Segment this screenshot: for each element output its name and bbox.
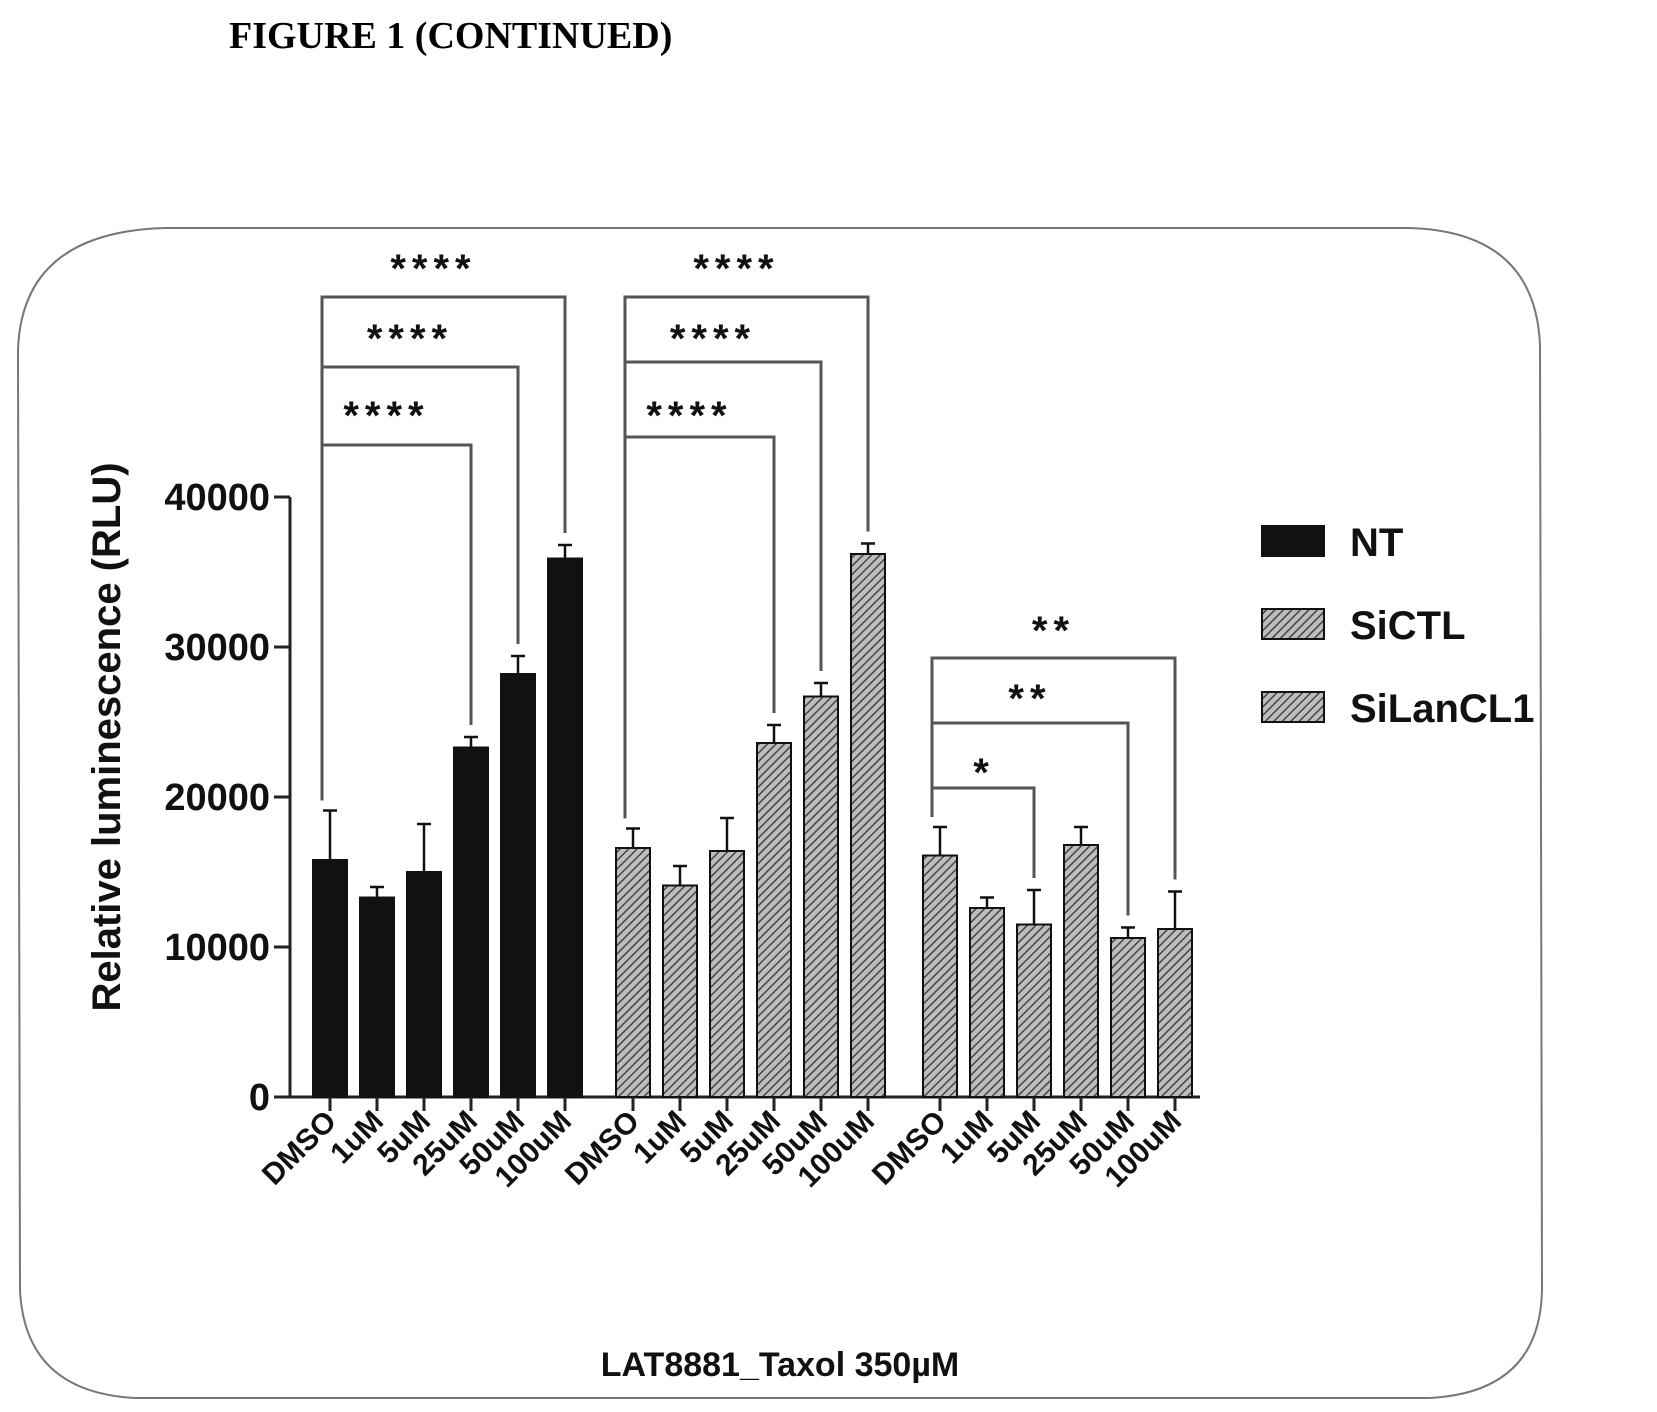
significance-label: **** — [390, 247, 476, 291]
bar — [662, 884, 698, 1098]
bar — [756, 742, 792, 1098]
significance-bracket — [930, 656, 1177, 880]
significance-label: **** — [646, 394, 732, 438]
bar — [803, 695, 839, 1098]
bar — [406, 871, 442, 1098]
figure-heading: FIGURE 1 (CONTINUED) — [229, 15, 673, 57]
bar — [1157, 928, 1193, 1098]
bar — [312, 859, 348, 1098]
bar — [969, 907, 1005, 1098]
significance-bracket — [623, 295, 870, 819]
legend-label: SiLanCL1 — [1350, 687, 1534, 731]
bar — [547, 557, 583, 1098]
bar — [922, 854, 958, 1098]
significance-bracket — [320, 295, 567, 801]
chart-frame — [16, 227, 1544, 1399]
y-tick-label: 30000 — [164, 627, 270, 669]
y-tick-label: 20000 — [164, 777, 270, 819]
bar — [615, 847, 651, 1098]
significance-bracket — [320, 443, 473, 801]
significance-label: * — [973, 751, 995, 795]
significance-label: ** — [1032, 609, 1075, 653]
bar — [453, 746, 489, 1098]
y-axis-label: Relative luminescence (RLU) — [85, 462, 129, 1011]
significance-bracket — [623, 435, 776, 819]
significance-label: **** — [693, 247, 779, 291]
bar — [709, 850, 745, 1098]
significance-label: ** — [1008, 677, 1051, 721]
y-tick-label: 0 — [249, 1077, 270, 1119]
bar — [1016, 923, 1052, 1098]
y-tick-label: 40000 — [164, 477, 270, 519]
legend-label: SiCTL — [1350, 604, 1466, 648]
legend-label: NT — [1350, 521, 1403, 565]
legend-swatch — [1261, 608, 1325, 640]
x-axis-label: LAT8881_Taxol 350µM — [601, 1346, 959, 1384]
significance-label: **** — [670, 317, 756, 361]
y-tick-label: 10000 — [164, 927, 270, 969]
bar — [359, 896, 395, 1098]
significance-label: **** — [343, 394, 429, 438]
plot-area: 0 10000 20000 30000 40000 Relative luminescen… — [85, 247, 1534, 1384]
bar — [1063, 844, 1099, 1098]
bar — [850, 553, 886, 1098]
bar — [1110, 937, 1146, 1098]
significance-label: **** — [367, 317, 453, 361]
bar — [500, 673, 536, 1098]
legend-swatch — [1261, 691, 1325, 723]
legend-swatch — [1261, 525, 1325, 557]
